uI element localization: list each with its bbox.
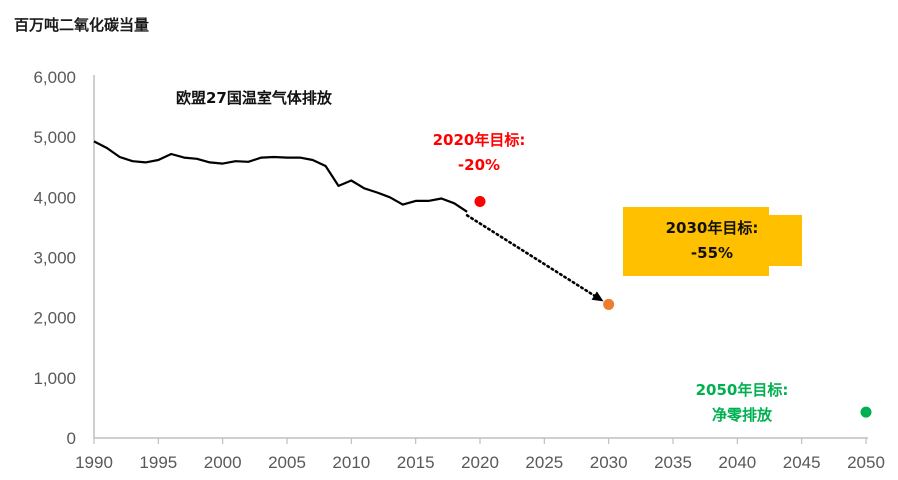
y-tick-label: 2,000	[33, 309, 76, 328]
target-2030-point	[603, 298, 615, 310]
x-tick-label: 2035	[654, 453, 692, 472]
y-unit-label: 百万吨二氧化碳当量	[14, 16, 149, 34]
projection-arrow	[465, 214, 604, 302]
y-tick-labels: 0 1,000 2,000 3,000 4,000 5,000 6,000	[33, 68, 76, 448]
y-tick-label: 3,000	[33, 249, 76, 268]
target-2020-point	[474, 196, 486, 208]
x-tick-label: 2030	[590, 453, 628, 472]
x-tick-label: 2010	[332, 453, 370, 472]
x-tick-label: 2025	[525, 453, 563, 472]
axes	[93, 75, 868, 444]
y-tick-label: 1,000	[33, 369, 76, 388]
emissions-series-line	[93, 140, 468, 213]
x-tick-label: 2045	[783, 453, 821, 472]
y-tick-label: 5,000	[33, 128, 76, 147]
target-2030-box	[623, 207, 802, 276]
target-points	[474, 196, 872, 418]
series-label: 欧盟27国温室气体排放	[176, 89, 333, 107]
target-2030-label: 2030年目标:	[666, 219, 759, 237]
projection-arrowhead	[591, 291, 604, 302]
x-tick-label: 2000	[204, 453, 242, 472]
y-tick-label: 6,000	[33, 68, 76, 87]
x-tick-label: 1995	[139, 453, 177, 472]
y-tick-label: 0	[67, 429, 76, 448]
x-tick-label: 2020	[461, 453, 499, 472]
x-tick-label: 2050	[847, 453, 885, 472]
target-2050-value: 净零排放	[712, 406, 773, 424]
x-tick-labels: 1990 1995 2000 2005 2010 2015 2020 2025 2030 2035…	[75, 453, 885, 472]
target-2020-value: -20%	[458, 156, 500, 174]
target-2020-label: 2020年目标:	[433, 131, 526, 149]
x-tick-label: 2015	[397, 453, 435, 472]
x-tick-label: 1990	[75, 453, 113, 472]
target-2050-point	[860, 406, 872, 418]
x-tick-label: 2005	[268, 453, 306, 472]
target-2030-value: -55%	[691, 244, 733, 262]
x-tick-label: 2040	[718, 453, 756, 472]
target-2050-label: 2050年目标:	[696, 381, 789, 399]
y-tick-label: 4,000	[33, 188, 76, 207]
projection-line	[465, 214, 596, 297]
